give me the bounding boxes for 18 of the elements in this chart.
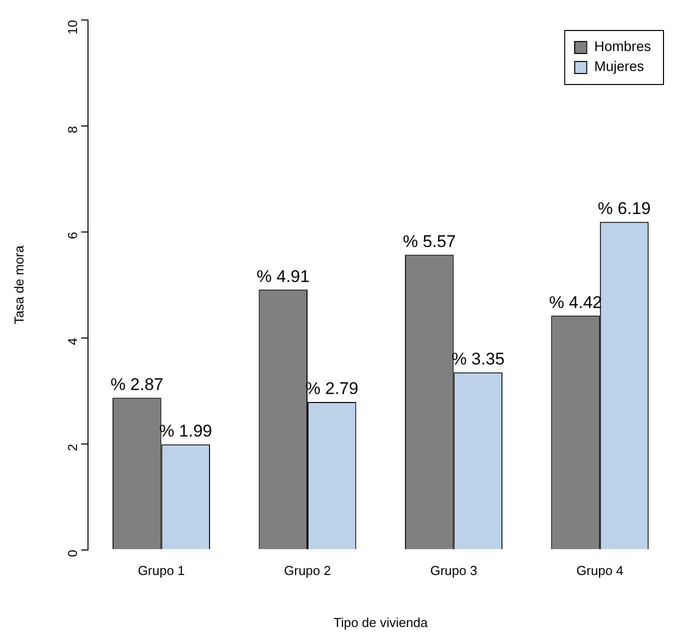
y-tick-label: 10 xyxy=(64,20,80,34)
legend-label: Mujeres xyxy=(594,58,644,74)
y-tick-label: 2 xyxy=(64,444,80,452)
x-tick-label: Grupo 2 xyxy=(284,563,331,578)
x-tick-label: Grupo 3 xyxy=(430,563,478,578)
x-tick-label: Grupo 1 xyxy=(138,563,185,578)
data-label: % 6.19 xyxy=(598,199,651,218)
y-tick-label: 8 xyxy=(64,126,80,134)
x-axis-title: Tipo de vivienda xyxy=(334,614,428,630)
y-tick-label: 0 xyxy=(64,550,80,558)
data-label: % 5.57 xyxy=(402,232,456,251)
y-tick-label: 6 xyxy=(64,232,80,240)
y-axis-title: Tasa de mora xyxy=(11,244,26,324)
legend-label: Hombres xyxy=(594,38,652,54)
x-tick-label: Grupo 4 xyxy=(576,563,624,578)
data-label: % 2.87 xyxy=(110,374,164,394)
y-tick-label: 4 xyxy=(64,338,80,346)
data-label: % 4.91 xyxy=(256,266,310,286)
